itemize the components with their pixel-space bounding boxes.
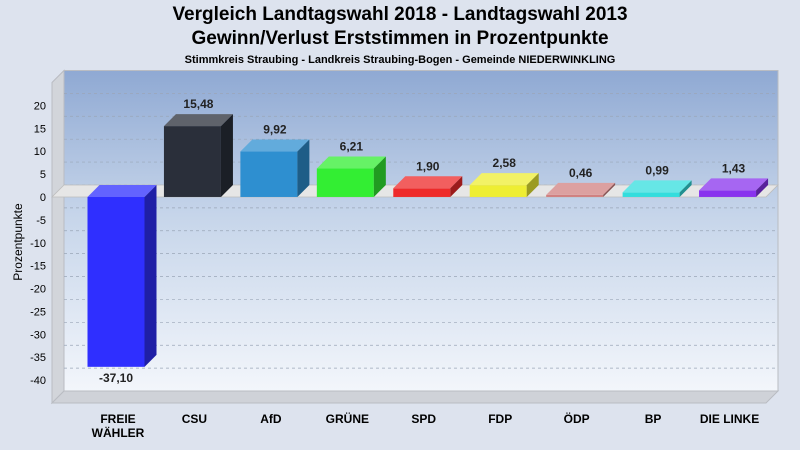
- bar-top: [87, 184, 157, 197]
- bar-top: [316, 156, 386, 169]
- bar-front: [546, 194, 604, 197]
- bar-grüne: [316, 156, 386, 197]
- y-tick-label: -20: [30, 284, 46, 296]
- data-label: 0,46: [569, 166, 593, 180]
- y-tick-label: -30: [30, 329, 46, 341]
- bar-top: [240, 139, 310, 152]
- bar-front: [163, 126, 221, 197]
- bar-front: [240, 151, 298, 197]
- bar-csu: [163, 114, 233, 197]
- data-label: 15,48: [183, 97, 213, 111]
- bar-top: [163, 114, 233, 127]
- bar-front: [699, 190, 757, 197]
- chart-region-subtitle: Stimmkreis Straubing - Landkreis Straubi…: [184, 54, 616, 66]
- data-label: 6,21: [340, 140, 364, 154]
- bar-side: [603, 182, 616, 197]
- data-label: 1,43: [722, 161, 746, 175]
- x-tick-label: ÖDP: [564, 411, 590, 426]
- x-tick-label: DIE LINKE: [700, 412, 759, 426]
- x-tick-label: SPD: [411, 412, 436, 426]
- bar-side: [373, 156, 386, 197]
- bar-top: [393, 176, 463, 189]
- chart-subtitle: Gewinn/Verlust Erststimmen in Prozentpun…: [191, 28, 609, 49]
- y-tick-label: 0: [40, 192, 46, 204]
- bar-side: [450, 176, 463, 197]
- chart-side-wall: [51, 69, 65, 405]
- bar-front: [393, 188, 451, 197]
- bar-front: [87, 196, 145, 367]
- x-tick-label: CSU: [182, 412, 207, 426]
- bar-side: [297, 139, 310, 197]
- data-label: 9,92: [263, 123, 287, 137]
- chart-floor: [50, 390, 780, 404]
- x-tick-label: BP: [645, 412, 662, 426]
- chart-title: Vergleich Landtagswahl 2018 - Landtagswa…: [172, 4, 628, 25]
- data-label: 2,58: [493, 156, 517, 170]
- bar-side: [526, 173, 539, 197]
- bar-fdp: [469, 173, 539, 197]
- bar-top: [699, 178, 769, 191]
- y-tick-label: -35: [30, 352, 46, 364]
- bar-spd: [393, 176, 463, 197]
- y-tick-label: -25: [30, 306, 46, 318]
- x-tick-label: GRÜNE: [326, 411, 369, 426]
- y-tick-label: -5: [36, 215, 46, 227]
- bar-top: [546, 182, 616, 195]
- bar-ödp: [546, 182, 616, 197]
- bar-front: [622, 192, 680, 197]
- bar-side: [220, 114, 233, 197]
- bar-freie-wähler: [87, 184, 157, 367]
- y-tick-label: -10: [30, 238, 46, 250]
- x-tick-label: WÄHLER: [92, 425, 145, 440]
- y-tick-label: 5: [40, 169, 46, 181]
- bar-front: [469, 185, 527, 197]
- x-tick-label: FDP: [488, 412, 512, 426]
- bar-top: [622, 180, 692, 193]
- bar-die-linke: [699, 178, 769, 197]
- x-tick-label: FREIE: [100, 412, 135, 426]
- y-tick-label: -15: [30, 261, 46, 273]
- bar-side: [756, 178, 769, 197]
- data-label: 1,90: [416, 159, 440, 173]
- x-tick-label: AfD: [260, 412, 282, 426]
- bar-afd: [240, 139, 310, 197]
- y-tick-label: 15: [34, 123, 46, 135]
- y-tick-label: 10: [34, 146, 46, 158]
- bar-bp: [622, 180, 692, 197]
- bar-side: [144, 184, 157, 367]
- bar-top: [469, 173, 539, 186]
- bar-front: [316, 168, 374, 197]
- bar-side: [679, 180, 692, 197]
- y-tick-label: 20: [34, 100, 46, 112]
- data-label: 0,99: [645, 163, 669, 177]
- y-tick-label: -40: [30, 375, 46, 387]
- data-label: -37,10: [99, 371, 133, 385]
